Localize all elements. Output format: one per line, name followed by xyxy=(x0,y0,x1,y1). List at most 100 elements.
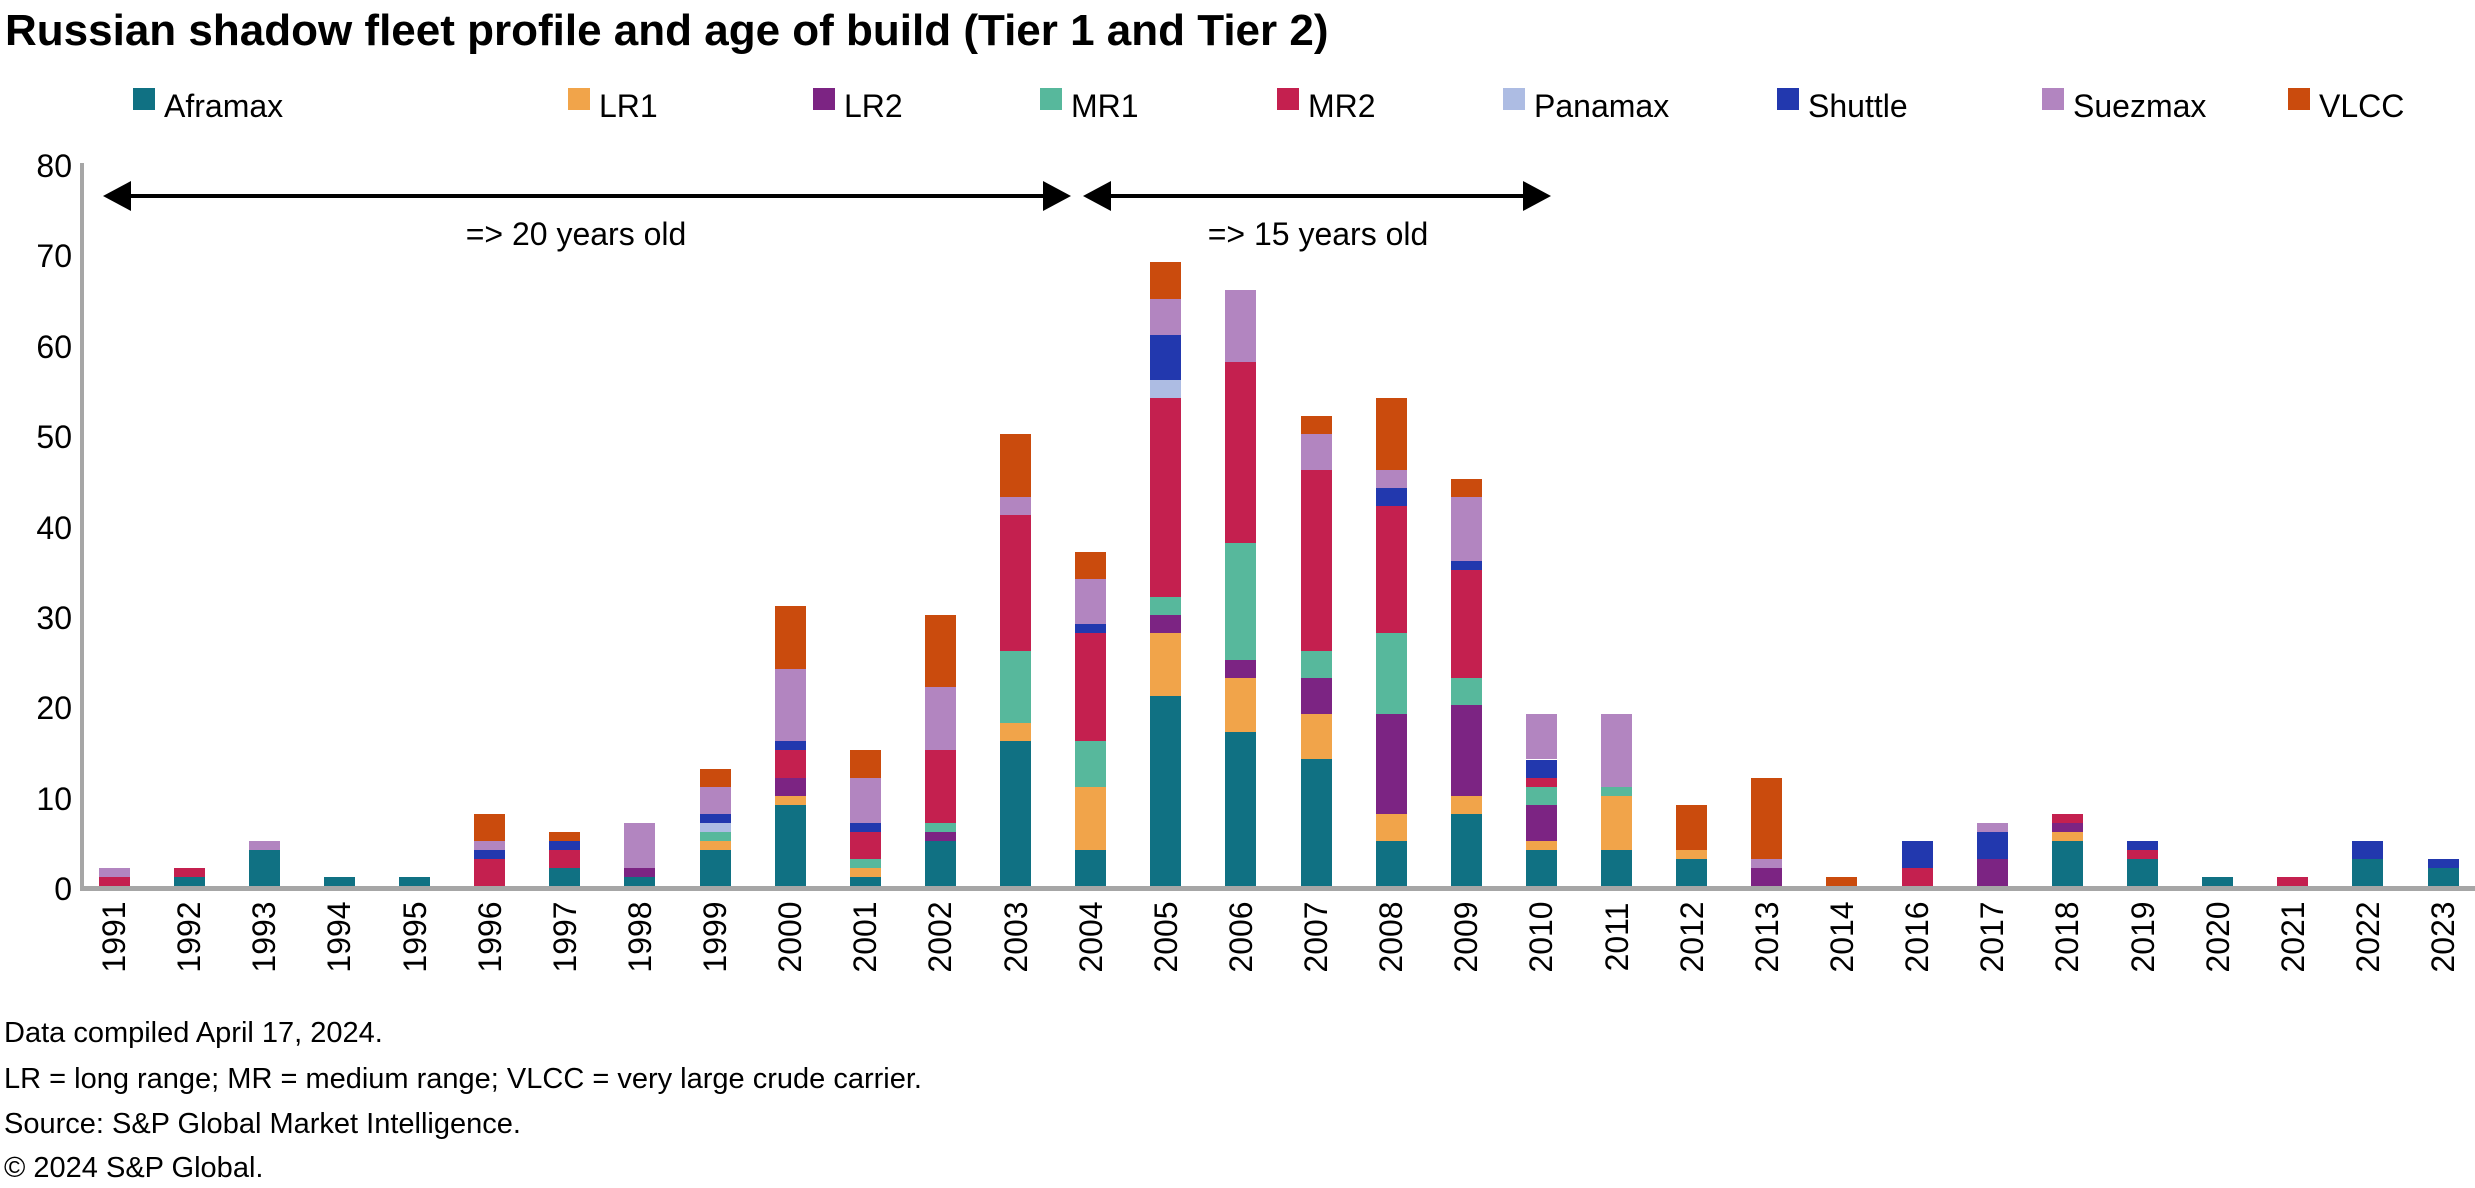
bar-segment-1998-aframax xyxy=(624,876,656,886)
bar-segment-2013-vlcc xyxy=(1751,777,1783,859)
bar-segment-1998-suezmax xyxy=(624,822,656,868)
bar-segment-1999-lr1 xyxy=(699,840,731,850)
arrow-line xyxy=(1108,194,1526,198)
bar-segment-2008-mr1 xyxy=(1375,632,1407,715)
legend-label: Aframax xyxy=(164,88,284,124)
bar-segment-1999-mr1 xyxy=(699,831,731,841)
bar-segment-2018-lr1 xyxy=(2051,831,2083,841)
legend-item-panamax: Panamax xyxy=(1503,88,1670,124)
arrow-right-icon xyxy=(1043,181,1071,211)
bar-segment-2020-aframax xyxy=(2202,876,2234,886)
x-axis-tick-label: 1998 xyxy=(621,901,658,973)
bar-segment-2005-suezmax xyxy=(1150,298,1182,335)
arrow-right-icon xyxy=(1523,181,1551,211)
bar-segment-2001-lr1 xyxy=(849,867,881,877)
bar-segment-2004-aframax xyxy=(1075,849,1107,886)
legend-item-mr2: MR2 xyxy=(1277,88,1376,124)
legend-swatch-icon xyxy=(1503,88,1525,110)
x-axis-tick-label: 1992 xyxy=(171,901,208,973)
x-axis-tick-label: 2017 xyxy=(1974,901,2011,973)
bar-segment-2002-suezmax xyxy=(924,687,956,751)
legend-label: Shuttle xyxy=(1808,88,1908,124)
bar-segment-2006-aframax xyxy=(1225,732,1257,886)
bar-segment-2009-shuttle xyxy=(1450,560,1482,570)
bar-segment-2007-lr2 xyxy=(1300,678,1332,715)
bar-segment-2005-panamax xyxy=(1150,379,1182,398)
y-axis-tick-label: 40 xyxy=(36,509,72,546)
bar-segment-1994-aframax xyxy=(323,876,355,886)
footnote-abbreviations: LR = long range; MR = medium range; VLCC… xyxy=(4,1063,922,1095)
x-axis-tick-label: 2000 xyxy=(772,901,809,973)
bar-segment-2009-vlcc xyxy=(1450,479,1482,498)
bar-segment-1997-shuttle xyxy=(549,840,581,850)
bar-segment-2007-mr1 xyxy=(1300,651,1332,679)
legend-item-vlcc: VLCC xyxy=(2288,88,2404,124)
bar-segment-2023-shuttle xyxy=(2427,858,2459,868)
bar-segment-1999-panamax xyxy=(699,822,731,832)
bar-segment-2013-lr2 xyxy=(1751,867,1783,886)
bar-segment-2004-lr1 xyxy=(1075,786,1107,850)
bar-segment-2008-lr2 xyxy=(1375,714,1407,814)
legend-swatch-icon xyxy=(568,88,590,110)
x-axis-tick-label: 2002 xyxy=(922,901,959,973)
x-axis-tick-label: 2020 xyxy=(2199,901,2236,973)
bar-segment-2010-shuttle xyxy=(1525,759,1557,778)
x-axis-tick-label: 2021 xyxy=(2274,901,2311,973)
bar-segment-1991-suezmax xyxy=(98,867,130,877)
bar-segment-2019-shuttle xyxy=(2127,840,2158,850)
bar-segment-2003-lr1 xyxy=(1000,723,1032,742)
x-axis-tick-label: 1996 xyxy=(471,901,508,973)
bar-segment-2010-mr1 xyxy=(1525,786,1557,805)
bar-segment-2005-shuttle xyxy=(1150,334,1182,380)
bar-segment-2001-mr2 xyxy=(849,831,881,859)
bar-segment-2016-mr2 xyxy=(1901,867,1933,886)
bar-segment-2011-suezmax xyxy=(1601,714,1633,787)
legend-swatch-icon xyxy=(133,88,155,110)
y-axis-tick-label: 0 xyxy=(54,871,72,907)
bar-segment-2001-mr1 xyxy=(849,858,881,868)
footnote-copyright: © 2024 S&P Global. xyxy=(4,1152,264,1184)
legend-item-mr1: MR1 xyxy=(1040,88,1139,124)
bar-segment-2009-aframax xyxy=(1450,813,1482,886)
bar-segment-2001-suezmax xyxy=(849,777,881,823)
bar-segment-2003-suezmax xyxy=(1000,497,1032,516)
x-axis-tick-label: 1994 xyxy=(321,901,358,973)
bar-segment-1993-suezmax xyxy=(248,840,280,850)
bar-segment-2018-lr2 xyxy=(2051,822,2083,832)
bar-segment-2021-mr2 xyxy=(2277,876,2309,886)
bar-segment-2005-mr2 xyxy=(1150,398,1182,597)
legend-item-lr2: LR2 xyxy=(813,88,903,124)
x-axis-tick-label: 2013 xyxy=(1748,901,1785,973)
x-axis-tick-label: 1991 xyxy=(96,901,132,973)
bar-segment-2012-aframax xyxy=(1676,858,1708,886)
bar-segment-2002-aframax xyxy=(924,840,956,886)
bar-segment-1999-aframax xyxy=(699,849,731,886)
legend-swatch-icon xyxy=(813,88,835,110)
footnote-data-compiled: Data compiled April 17, 2024. xyxy=(4,1017,383,1049)
bar-segment-2017-suezmax xyxy=(1976,822,2008,832)
x-axis-tick-label: 2016 xyxy=(1899,901,1936,973)
bar-segment-1996-vlcc xyxy=(474,813,506,841)
x-axis-tick-label: 2022 xyxy=(2349,901,2386,973)
bar-segment-2005-lr2 xyxy=(1150,614,1182,633)
bar-segment-2006-mr1 xyxy=(1225,542,1257,661)
arrow-left-icon xyxy=(103,181,131,211)
bar-segment-1997-vlcc xyxy=(549,831,581,841)
bar-segment-2004-mr2 xyxy=(1075,632,1107,742)
bar-segment-1999-suezmax xyxy=(699,786,731,814)
bar-segment-2004-suezmax xyxy=(1075,578,1107,624)
bar-segment-2003-vlcc xyxy=(1000,434,1032,498)
bar-segment-2009-suezmax xyxy=(1450,497,1482,561)
x-axis-tick-label: 2001 xyxy=(847,901,884,973)
bar-segment-1996-suezmax xyxy=(474,840,506,850)
x-axis-tick-label: 2007 xyxy=(1298,901,1335,973)
bar-segment-2000-lr2 xyxy=(774,777,806,796)
bar-segment-2000-suezmax xyxy=(774,669,806,742)
legend-label: Panamax xyxy=(1534,88,1670,124)
bar-segment-2004-shuttle xyxy=(1075,623,1107,633)
bar-segment-2007-aframax xyxy=(1300,759,1332,886)
bar-segment-2000-vlcc xyxy=(774,605,806,670)
x-axis-tick-label: 2014 xyxy=(1823,901,1860,973)
y-axis-line xyxy=(80,163,84,890)
bar-segment-2005-vlcc xyxy=(1150,262,1182,299)
